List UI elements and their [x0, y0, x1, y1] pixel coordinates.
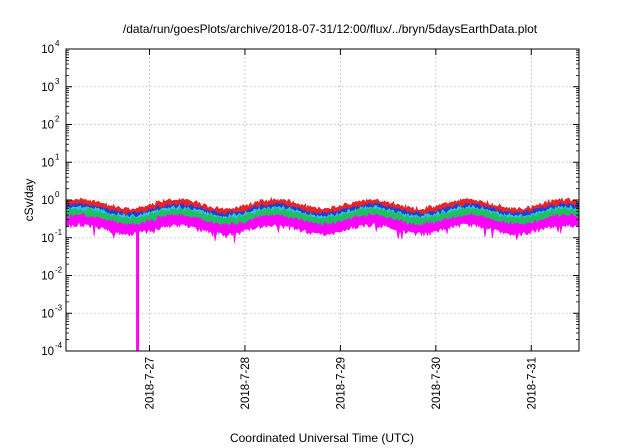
x-tick-label: 2018-7-31: [526, 357, 538, 409]
y-tick-label: 10: [41, 271, 54, 283]
y-axis-label: cSv/day: [22, 179, 36, 222]
series-group: [65, 196, 580, 351]
chart-title: /data/run/goesPlots/archive/2018-07-31/1…: [123, 22, 538, 36]
x-axis: 2018-7-27 2018-7-28 2018-7-29 2018-7-30 2018…: [145, 49, 538, 409]
y-tick-label: 10: [41, 157, 54, 169]
x-axis-label: Coordinated Universal Time (UTC): [230, 431, 414, 445]
y-tick-exponent: -3: [55, 303, 63, 312]
y-tick-label: 10: [41, 308, 54, 320]
spike-event: [136, 229, 140, 351]
y-tick-label: 10: [41, 44, 54, 56]
y-tick-label: 10: [41, 233, 54, 245]
x-tick-label: 2018-7-27: [145, 357, 157, 409]
x-tick-label: 2018-7-28: [240, 357, 252, 409]
y-tick-exponent: -4: [55, 341, 63, 350]
y-tick-label: 10: [41, 120, 54, 132]
y-tick-exponent: 4: [55, 39, 60, 48]
y-tick-label: 10: [41, 82, 54, 94]
grid: [66, 49, 579, 351]
y-tick-label: 10: [41, 195, 54, 207]
x-tick-label: 2018-7-30: [431, 357, 443, 409]
y-tick-exponent: -2: [55, 266, 63, 275]
y-tick-exponent: 2: [55, 115, 60, 124]
y-tick-exponent: 1: [55, 152, 60, 161]
y-tick-label: 10: [41, 346, 54, 358]
y-tick-exponent: 3: [55, 77, 60, 86]
x-tick-label: 2018-7-29: [335, 357, 347, 409]
y-tick-exponent: -1: [55, 228, 63, 237]
y-tick-exponent: 0: [55, 190, 60, 199]
